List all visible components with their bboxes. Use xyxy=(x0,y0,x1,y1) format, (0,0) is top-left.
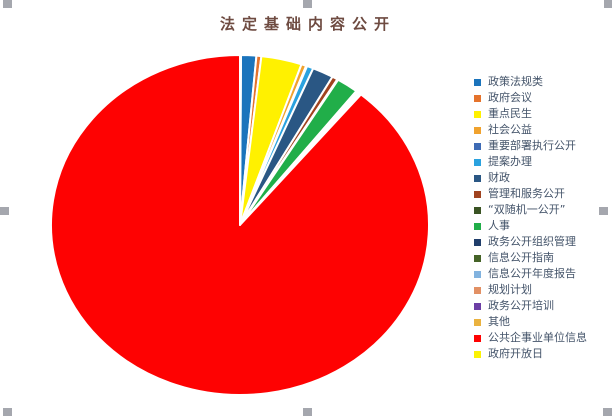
legend-item[interactable]: 重点民生 xyxy=(474,106,587,122)
legend-swatch-icon xyxy=(474,94,481,102)
legend-item-label: 社会公益 xyxy=(488,123,532,136)
legend-swatch-icon xyxy=(474,302,481,310)
legend-item[interactable]: 政策法规类 xyxy=(474,74,587,90)
legend-item-label: 政务公开培训 xyxy=(488,299,554,312)
legend-item-label: 重要部署执行公开 xyxy=(488,139,576,152)
legend-item[interactable]: 人事 xyxy=(474,218,587,234)
legend-item[interactable]: “双随机一公开” xyxy=(474,202,587,218)
selection-handle-top-center[interactable] xyxy=(303,0,312,8)
legend-swatch-icon xyxy=(474,334,481,342)
legend-item[interactable]: 管理和服务公开 xyxy=(474,186,587,202)
legend-item-label: 管理和服务公开 xyxy=(488,187,565,200)
selection-handle-top-right[interactable] xyxy=(604,0,612,8)
legend-swatch-icon xyxy=(474,142,481,150)
legend-swatch-icon xyxy=(474,350,481,358)
legend-item[interactable]: 规划计划 xyxy=(474,282,587,298)
legend-swatch-icon xyxy=(474,126,481,134)
legend-item-label: 人事 xyxy=(488,219,510,232)
legend-item-label: 重点民生 xyxy=(488,107,532,120)
legend: 政策法规类政府会议重点民生社会公益重要部署执行公开 提案办理财政管理和服务公开 “双… xyxy=(474,74,587,362)
legend-item[interactable]: 其他 xyxy=(474,314,587,330)
legend-swatch-icon xyxy=(474,254,481,262)
selection-handle-middle-right[interactable] xyxy=(599,207,608,215)
legend-item-label: 政府开放日 xyxy=(488,347,543,360)
legend-item[interactable]: 政务公开培训 xyxy=(474,298,587,314)
legend-swatch-icon xyxy=(474,158,481,166)
legend-swatch-icon xyxy=(474,190,481,198)
legend-swatch-icon xyxy=(474,174,481,182)
legend-swatch-icon xyxy=(474,238,481,246)
selection-handle-bottom-right[interactable] xyxy=(603,408,612,416)
legend-item-label: “双随机一公开” xyxy=(488,203,566,216)
selection-handle-middle-left[interactable] xyxy=(0,207,9,215)
legend-swatch-icon xyxy=(474,110,481,118)
legend-item[interactable]: 公共企事业单位信息 xyxy=(474,330,587,346)
chart-title[interactable]: 法定基础内容公开 xyxy=(219,15,396,33)
legend-item-label: 信息公开年度报告 xyxy=(488,267,576,280)
legend-swatch-icon xyxy=(474,222,481,230)
legend-item[interactable]: 财政 xyxy=(474,170,587,186)
legend-item[interactable]: 信息公开指南 xyxy=(474,250,587,266)
legend-swatch-icon xyxy=(474,286,481,294)
legend-item[interactable]: 政府会议 xyxy=(474,90,587,106)
legend-item-label: 政策法规类 xyxy=(488,75,543,88)
legend-item-label: 政府会议 xyxy=(488,91,532,104)
selection-handle-top-left[interactable] xyxy=(3,0,12,8)
legend-item-label: 财政 xyxy=(488,171,510,184)
selection-handle-bottom-left[interactable] xyxy=(3,408,12,416)
legend-item[interactable]: 社会公益 xyxy=(474,122,587,138)
legend-item-label: 其他 xyxy=(488,315,510,328)
legend-item[interactable]: 政府开放日 xyxy=(474,346,587,362)
legend-item[interactable]: 信息公开年度报告 xyxy=(474,266,587,282)
legend-swatch-icon xyxy=(474,318,481,326)
legend-swatch-icon xyxy=(474,78,481,86)
selection-handle-bottom-center[interactable] xyxy=(303,408,312,416)
pie-slice[interactable] xyxy=(239,53,242,226)
legend-item-label: 政务公开组织管理 xyxy=(488,235,576,248)
legend-item-label: 提案办理 xyxy=(488,155,532,168)
legend-item-label: 公共企事业单位信息 xyxy=(488,331,587,344)
legend-item-label: 规划计划 xyxy=(488,283,532,296)
legend-swatch-icon xyxy=(474,270,481,278)
legend-item[interactable]: 重要部署执行公开 xyxy=(474,138,587,154)
legend-item-label: 信息公开指南 xyxy=(488,251,554,264)
legend-item[interactable]: 提案办理 xyxy=(474,154,587,170)
legend-item[interactable]: 政务公开组织管理 xyxy=(474,234,587,250)
legend-swatch-icon xyxy=(474,206,481,214)
